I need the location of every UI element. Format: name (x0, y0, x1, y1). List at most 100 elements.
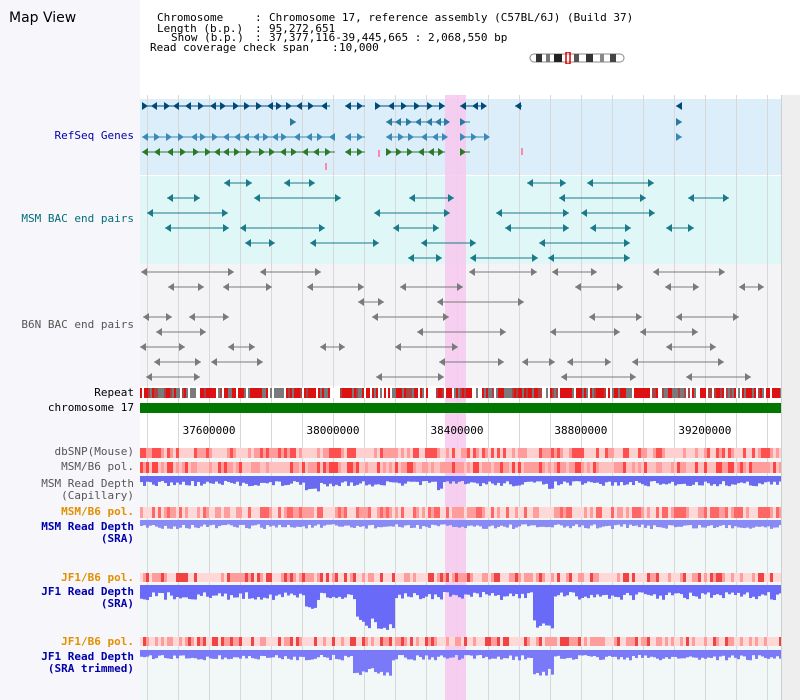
jf1-depth-sra-bar (209, 585, 212, 598)
msm-depth-capillary-bar (326, 476, 329, 487)
jf1-depth-sra-bar (602, 585, 605, 596)
msm-pol-2-label[interactable]: MSM/B6 pol. (61, 505, 134, 518)
msm-depth-sra-bar (737, 520, 740, 528)
msm-depth-capillary-bar (254, 476, 257, 486)
msm-depth-sra-bar (563, 520, 566, 528)
msm-depth-sra-bar (470, 520, 473, 526)
jf1-pol-cell (641, 573, 644, 582)
msm-pol2-cell (704, 507, 707, 518)
msm-depth-capillary-bar (395, 476, 398, 483)
msm-pol-cell (680, 462, 683, 473)
msm-depth-sra-bar (458, 520, 461, 528)
msm-depth-capillary-bar (191, 476, 194, 482)
jf1-depth-trimmed-bar (314, 650, 317, 659)
jf1-depth-trimmed-label[interactable]: JF1 Read Depth (41, 650, 134, 663)
jf1-pol-cell (176, 573, 179, 582)
jf1-pol-cell (224, 573, 227, 582)
dbsnp-cell (773, 448, 776, 458)
vertical-scrollbar[interactable] (781, 95, 800, 700)
repeat-segment (654, 388, 656, 398)
msm-depth-capillary-bar (683, 476, 686, 484)
jf1-pol-cell (470, 573, 473, 582)
jf1-pol2-cell (329, 637, 332, 646)
msm-depth-capillary-bar (602, 476, 605, 486)
jf1-pol-cell (149, 573, 152, 582)
repeat-segment (200, 388, 202, 398)
dbsnp-cell (506, 448, 509, 458)
msm-depth-capillary-label[interactable]: MSM Read Depth (41, 477, 134, 490)
jf1-pol-cell (323, 573, 326, 582)
repeat-segment (616, 388, 618, 398)
msm-depth-sra-bar (590, 520, 593, 526)
repeat-segment (362, 388, 364, 398)
jf1-pol-cell (506, 573, 509, 582)
b6n-bac-label[interactable]: B6N BAC end pairs (21, 318, 134, 331)
msm-depth-capillary-bar (584, 476, 587, 484)
jf1-depth-sra-bar (506, 585, 509, 597)
msm-pol-cell (161, 462, 164, 473)
msm-bac-label[interactable]: MSM BAC end pairs (21, 212, 134, 225)
msm-depth-capillary-bar (653, 476, 656, 482)
refseq-genes-label[interactable]: RefSeq Genes (54, 129, 134, 142)
jf1-depth-trimmed-bar (329, 650, 332, 661)
msm-pol-cell (458, 462, 461, 473)
dbsnp-cell (527, 448, 530, 458)
jf1-depth-sra-bar (638, 585, 641, 593)
jf1-depth-sra-bar (227, 585, 230, 600)
msm-pol-label[interactable]: MSM/B6 pol. (61, 460, 134, 473)
msm-depth-sra-bar (386, 520, 389, 527)
msm-depth-capillary-bar (227, 476, 230, 482)
dbsnp-label[interactable]: dbSNP(Mouse) (54, 445, 134, 458)
msm-depth-sra-bar (578, 520, 581, 528)
dbsnp-cell (572, 448, 575, 458)
refseq-gene-exon (269, 148, 275, 156)
jf1-pol2-cell (356, 637, 359, 646)
msm-depth-capillary-bar (599, 476, 602, 485)
jf1-pol2-cell (500, 637, 503, 646)
dbsnp-cell (779, 448, 782, 458)
msm-pol-cell (668, 462, 671, 473)
msm-depth-capillary-bar (236, 476, 239, 482)
repeat-segment (358, 388, 360, 398)
msm-depth-capillary-sub-label: (Capillary) (61, 489, 134, 502)
jf1-depth-trimmed-bar (239, 650, 242, 659)
msm-depth-sra-label[interactable]: MSM Read Depth (41, 520, 134, 533)
dbsnp-cell (497, 448, 500, 458)
msm-depth-sra-bar (140, 520, 143, 526)
repeat-segment (412, 388, 414, 398)
jf1-depth-trimmed-bar (710, 650, 713, 658)
jf1-pol2-cell (680, 637, 683, 646)
msm-pol2-cell (299, 507, 302, 518)
msm-pol-cell (245, 462, 248, 473)
jf1-pol2-cell (644, 637, 647, 646)
msm-depth-sra-bar (638, 520, 641, 528)
jf1-pol-2-label[interactable]: JF1/B6 pol. (61, 635, 134, 648)
msm-depth-sra-bar (218, 520, 221, 527)
jf1-pol-label[interactable]: JF1/B6 pol. (61, 571, 134, 584)
repeat-segment (146, 388, 148, 398)
jf1-pol-cell (203, 573, 206, 582)
jf1-pol2-cell (530, 637, 533, 646)
b6n-bac-pair-end (549, 358, 555, 366)
chromosome-ideogram[interactable] (528, 52, 628, 64)
dbsnp-cell (473, 448, 476, 458)
msm-depth-sra-bar (407, 520, 410, 526)
msm-depth-capillary-bar (644, 476, 647, 486)
refseq-gene-exon (398, 133, 404, 141)
refseq-gene-exon (191, 133, 197, 141)
msm-pol2-cell (596, 507, 599, 518)
jf1-depth-sra-bar (704, 585, 707, 595)
msm-pol2-cell (659, 507, 662, 518)
msm-depth-capillary-bar (335, 476, 338, 485)
repeat-segment (420, 388, 422, 398)
msm-depth-sra-bar (224, 520, 227, 526)
msm-depth-capillary-bar (731, 476, 734, 485)
msm-pol-cell (743, 462, 746, 473)
jf1-depth-sra-bar (476, 585, 479, 594)
msm-depth-sra-bar (275, 520, 278, 528)
jf1-depth-sra-label[interactable]: JF1 Read Depth (41, 585, 134, 598)
jf1-depth-sra-bar (671, 585, 674, 596)
msm-pol-cell (767, 462, 770, 473)
jf1-depth-sra-bar (512, 585, 515, 597)
msm-pol2-cell (311, 507, 314, 518)
